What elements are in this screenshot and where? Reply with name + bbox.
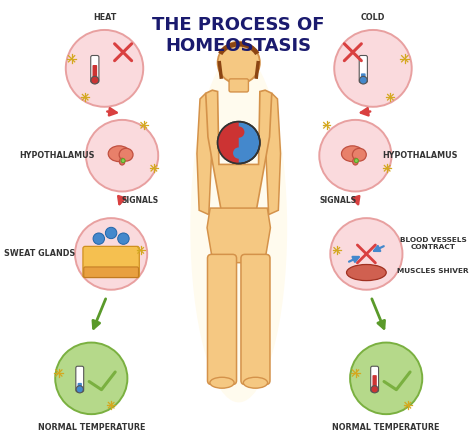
Polygon shape bbox=[197, 93, 212, 215]
FancyBboxPatch shape bbox=[359, 56, 367, 83]
Ellipse shape bbox=[108, 146, 130, 162]
Circle shape bbox=[105, 227, 117, 239]
FancyBboxPatch shape bbox=[229, 79, 248, 92]
Ellipse shape bbox=[119, 158, 125, 165]
Circle shape bbox=[55, 343, 128, 414]
FancyBboxPatch shape bbox=[84, 267, 138, 277]
Circle shape bbox=[121, 159, 125, 162]
FancyBboxPatch shape bbox=[208, 254, 237, 385]
Circle shape bbox=[233, 148, 245, 159]
Polygon shape bbox=[206, 90, 272, 210]
FancyBboxPatch shape bbox=[76, 366, 84, 392]
FancyBboxPatch shape bbox=[92, 65, 97, 81]
Circle shape bbox=[371, 386, 378, 393]
Circle shape bbox=[350, 343, 422, 414]
Ellipse shape bbox=[353, 158, 358, 165]
Circle shape bbox=[91, 76, 99, 84]
Circle shape bbox=[75, 218, 147, 290]
Text: SIGNALS: SIGNALS bbox=[121, 196, 158, 205]
Circle shape bbox=[218, 42, 260, 84]
Circle shape bbox=[359, 76, 367, 84]
Text: HYPOTHALAMUS: HYPOTHALAMUS bbox=[19, 151, 95, 160]
Circle shape bbox=[233, 127, 245, 138]
Ellipse shape bbox=[119, 148, 133, 161]
Circle shape bbox=[334, 30, 412, 107]
Ellipse shape bbox=[341, 146, 363, 162]
FancyBboxPatch shape bbox=[78, 383, 82, 390]
FancyBboxPatch shape bbox=[361, 73, 365, 81]
Polygon shape bbox=[207, 208, 271, 263]
Circle shape bbox=[218, 122, 260, 163]
Text: HEAT: HEAT bbox=[93, 13, 116, 22]
Circle shape bbox=[76, 386, 83, 393]
FancyBboxPatch shape bbox=[373, 375, 377, 390]
Ellipse shape bbox=[243, 377, 267, 388]
Ellipse shape bbox=[346, 265, 386, 281]
FancyBboxPatch shape bbox=[83, 247, 139, 278]
Text: BLOOD VESSELS
CONTRACT: BLOOD VESSELS CONTRACT bbox=[400, 237, 466, 250]
Circle shape bbox=[330, 218, 402, 290]
FancyBboxPatch shape bbox=[241, 254, 270, 385]
Text: COLD: COLD bbox=[361, 13, 385, 22]
Circle shape bbox=[86, 120, 158, 191]
Circle shape bbox=[93, 233, 104, 244]
Polygon shape bbox=[265, 93, 281, 215]
Text: SWEAT GLANDS: SWEAT GLANDS bbox=[4, 249, 75, 258]
Circle shape bbox=[319, 120, 392, 191]
Ellipse shape bbox=[352, 148, 366, 161]
Circle shape bbox=[66, 30, 143, 107]
Text: NORMAL TEMPERATURE: NORMAL TEMPERATURE bbox=[332, 423, 440, 432]
Text: MUSCLES SHIVER: MUSCLES SHIVER bbox=[398, 268, 469, 274]
FancyBboxPatch shape bbox=[371, 366, 379, 392]
Text: NORMAL TEMPERATURE: NORMAL TEMPERATURE bbox=[37, 423, 145, 432]
Text: THE PROCESS OF
HOMEOSTASIS: THE PROCESS OF HOMEOSTASIS bbox=[153, 16, 325, 56]
Text: SIGNALS: SIGNALS bbox=[319, 196, 356, 205]
Text: HYPOTHALAMUS: HYPOTHALAMUS bbox=[383, 151, 458, 160]
Circle shape bbox=[118, 233, 129, 244]
Polygon shape bbox=[218, 122, 239, 163]
Ellipse shape bbox=[210, 377, 234, 388]
Ellipse shape bbox=[191, 53, 287, 403]
FancyBboxPatch shape bbox=[91, 56, 99, 83]
Circle shape bbox=[355, 159, 358, 162]
